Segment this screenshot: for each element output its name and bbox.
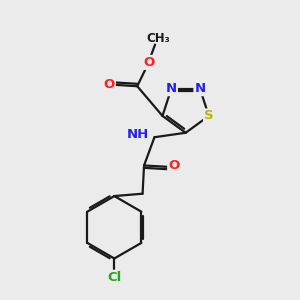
Text: N: N (166, 82, 177, 95)
Text: O: O (143, 56, 154, 69)
Text: S: S (204, 110, 214, 122)
Text: CH₃: CH₃ (147, 32, 170, 44)
Text: O: O (168, 159, 179, 172)
Text: Cl: Cl (107, 271, 122, 284)
Text: O: O (104, 78, 115, 91)
Text: NH: NH (127, 128, 149, 141)
Text: N: N (194, 82, 206, 95)
